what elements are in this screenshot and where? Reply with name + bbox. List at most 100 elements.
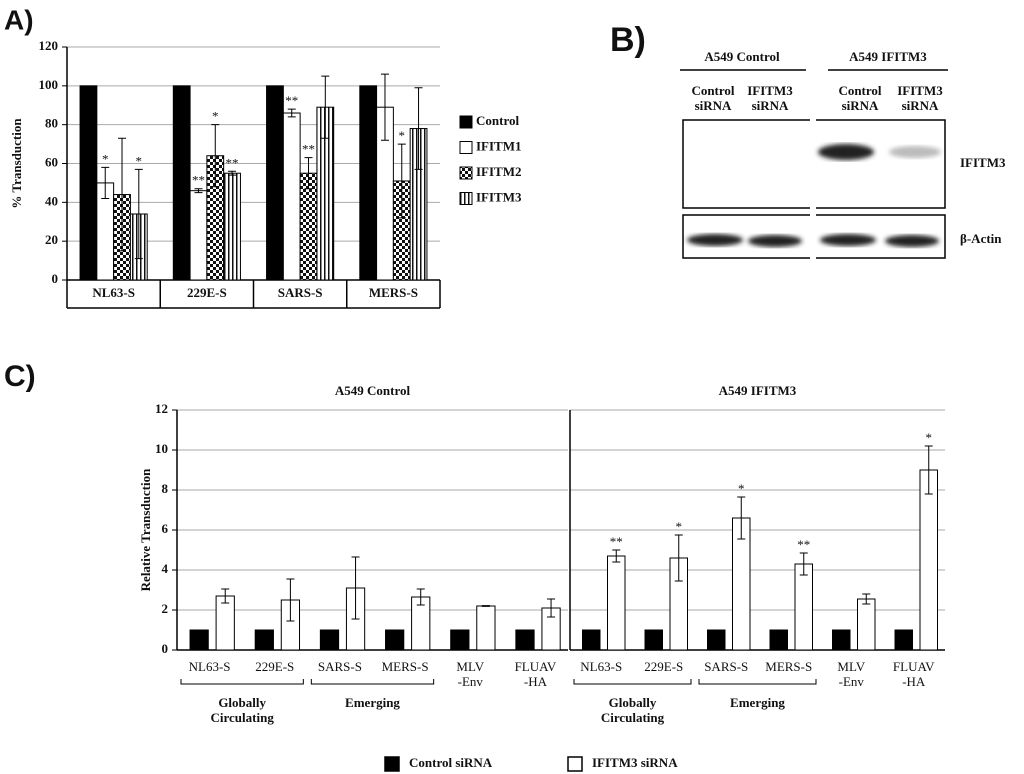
y-tick-label: 40 xyxy=(45,193,58,208)
bar xyxy=(476,605,496,651)
legend-label: IFITM3 xyxy=(476,189,522,204)
x-tick-label: NL63-S xyxy=(189,659,231,674)
error-bar xyxy=(380,73,389,141)
error-bar xyxy=(414,87,423,170)
significance: ** xyxy=(285,93,298,108)
error-bar xyxy=(547,598,556,618)
error-bar xyxy=(134,168,143,260)
bar xyxy=(79,85,98,281)
x-tick-label: FLUAV -HA xyxy=(893,659,935,689)
x-tick-label: NL63-S xyxy=(580,659,622,674)
y-tick-label: 6 xyxy=(162,521,169,536)
bar xyxy=(769,629,788,651)
band xyxy=(820,234,876,246)
significance: * xyxy=(136,153,143,168)
bar xyxy=(607,555,626,651)
bar xyxy=(172,85,191,281)
band xyxy=(818,144,874,160)
error-bar xyxy=(221,588,230,604)
bar xyxy=(189,629,209,651)
y-tick-label: 10 xyxy=(155,441,168,456)
x-tick-label: SARS-S xyxy=(278,285,323,300)
lane-label: Control siRNA xyxy=(691,83,734,113)
significance: * xyxy=(212,109,219,124)
y-tick-label: 0 xyxy=(162,641,169,656)
x-tick-label: SARS-S xyxy=(704,659,748,674)
error-bar xyxy=(924,445,933,495)
band xyxy=(748,235,802,247)
legend-label: Control siRNA xyxy=(409,755,493,770)
bar xyxy=(223,172,241,281)
legend-swatch xyxy=(567,756,583,772)
significance: * xyxy=(676,519,683,534)
error-bar xyxy=(286,578,295,622)
group-bracket xyxy=(573,679,692,685)
panel-label: C) xyxy=(4,360,36,393)
error-bar xyxy=(351,556,360,620)
bar xyxy=(319,629,340,651)
group-label: Globally Circulating xyxy=(211,695,275,725)
error-bar xyxy=(287,108,296,118)
error-bar xyxy=(862,593,871,605)
significance: ** xyxy=(192,173,205,188)
y-tick-label: 20 xyxy=(45,232,58,247)
error-bar xyxy=(737,496,746,540)
significance: ** xyxy=(797,537,810,552)
bar xyxy=(644,629,663,651)
bar xyxy=(582,629,601,651)
legend-swatch xyxy=(459,141,473,154)
error-bar xyxy=(101,166,110,199)
y-tick-label: 120 xyxy=(39,38,59,53)
error-bar xyxy=(118,137,127,252)
blot-group: A549 Control xyxy=(704,49,780,64)
bar xyxy=(832,629,851,651)
significance: * xyxy=(738,481,745,496)
x-tick-label: MERS-S xyxy=(765,659,812,674)
bar xyxy=(385,629,405,651)
legend-label: IFITM1 xyxy=(476,138,522,153)
group-label: Globally Circulating xyxy=(601,695,665,725)
x-tick-label: SARS-S xyxy=(318,659,362,674)
error-bar xyxy=(674,534,683,582)
significance: ** xyxy=(226,155,239,170)
y-axis-label: % Transduction xyxy=(9,118,24,209)
error-bar xyxy=(481,605,490,607)
error-bar xyxy=(397,143,406,219)
x-tick-label: 229E-S xyxy=(187,285,227,300)
legend-swatch xyxy=(459,115,473,129)
group-bracket xyxy=(698,679,817,685)
y-tick-label: 80 xyxy=(45,116,58,131)
error-bar xyxy=(799,552,808,576)
bar xyxy=(515,629,535,651)
lane-label: IFITM3 siRNA xyxy=(747,83,793,113)
chart-title: A549 Control xyxy=(335,383,411,398)
y-tick-label: 0 xyxy=(52,271,59,286)
error-bar xyxy=(416,588,425,606)
x-tick-label: 229E-S xyxy=(255,659,294,674)
band xyxy=(885,235,939,247)
legend-swatch xyxy=(459,166,473,180)
group-bracket xyxy=(310,679,435,685)
y-tick-label: 100 xyxy=(39,77,59,92)
x-tick-label: MLV -Env xyxy=(456,659,484,689)
bar xyxy=(266,85,284,281)
blot: A549 Control A549 IFITM3 Control siRNA IF… xyxy=(680,49,1006,260)
panel-label: A) xyxy=(4,4,34,35)
blot-group: A549 IFITM3 xyxy=(849,49,927,64)
y-axis-label: Relative Transduction xyxy=(138,468,153,591)
y-tick-label: 8 xyxy=(162,481,169,496)
bar xyxy=(919,469,938,651)
error-bar xyxy=(228,170,237,176)
significance: * xyxy=(926,430,933,445)
bar xyxy=(857,598,876,651)
significance: * xyxy=(399,128,406,143)
legend-label: IFITM2 xyxy=(476,164,522,179)
y-tick-label: 12 xyxy=(155,401,168,416)
bar xyxy=(707,629,726,651)
row-label: β-Actin xyxy=(960,231,1002,246)
y-tick-label: 4 xyxy=(162,561,169,576)
bar xyxy=(189,190,208,281)
legend-label: Control xyxy=(476,113,519,128)
x-tick-label: NL63-S xyxy=(92,285,135,300)
